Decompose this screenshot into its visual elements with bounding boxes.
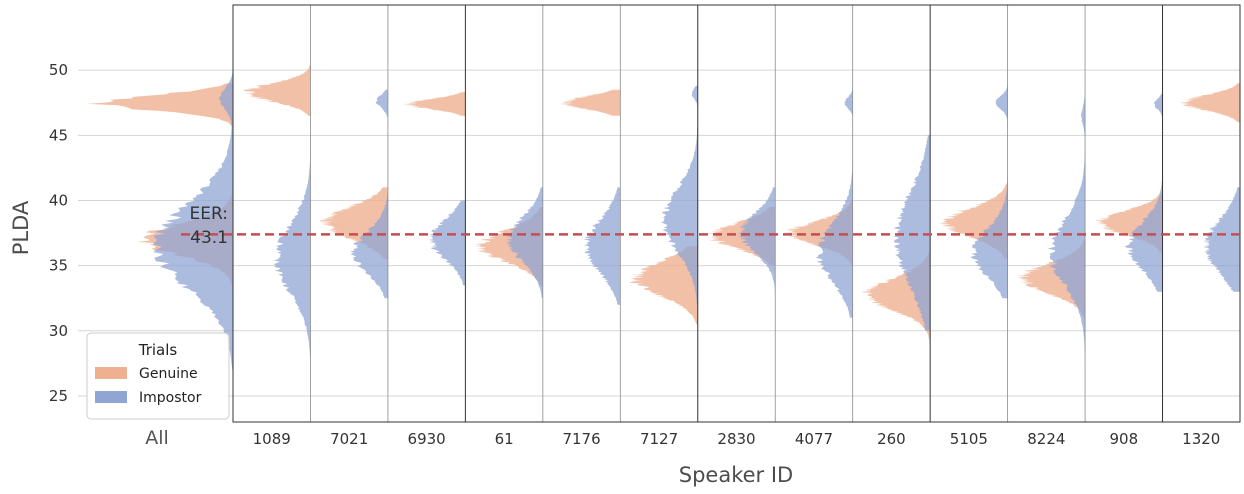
speaker-impostor-violin — [1203, 187, 1240, 292]
y-tick-label: 25 — [49, 387, 68, 405]
x-axis-title: Speaker ID — [679, 463, 793, 487]
speaker-genuine-violin — [242, 50, 311, 116]
x-tick-label: 7127 — [640, 430, 678, 448]
eer-label-line1: EER: — [190, 204, 229, 224]
panel-dividers — [310, 5, 1164, 422]
legend-title: Trials — [138, 341, 178, 359]
x-tick-label: 7176 — [562, 430, 600, 448]
legend-swatch-genuine — [95, 367, 127, 379]
x-tick-label: 908 — [1109, 430, 1138, 448]
y-tick-label: 35 — [49, 257, 68, 275]
x-tick-label: 1320 — [1182, 430, 1220, 448]
speaker-genuine-violin — [560, 89, 621, 116]
x-tick-label: 5105 — [950, 430, 988, 448]
speaker-impostor-violin — [350, 89, 388, 299]
speaker-impostor-violin — [1047, 93, 1086, 383]
x-tick-label: 6930 — [408, 430, 446, 448]
x-tick-label: 7021 — [330, 430, 368, 448]
speaker-genuine-violin — [1178, 83, 1240, 123]
y-tick-labels: 25 30 35 40 45 50 — [49, 61, 68, 405]
speaker-impostor-violin — [273, 135, 311, 357]
speaker-impostor-violin — [505, 187, 543, 299]
speaker-genuine-violin — [629, 246, 698, 325]
speaker-impostor-violin — [970, 83, 1008, 299]
speaker-impostor-violin — [737, 187, 776, 305]
y-tick-label: 45 — [49, 126, 68, 144]
legend-swatch-impostor — [95, 391, 127, 403]
violins — [87, 50, 1240, 383]
speaker-impostor-violin — [815, 85, 853, 318]
x-tick-labels: 1089 7021 6930 61 7176 7127 2830 4077 260 5105 822… — [253, 430, 1221, 448]
x-tick-label: 4077 — [795, 430, 833, 448]
speaker-impostor-violin — [583, 187, 621, 305]
x-tick-label: 260 — [877, 430, 906, 448]
y-tick-label: 40 — [49, 191, 68, 209]
legend-label-impostor: Impostor — [139, 390, 202, 406]
speaker-genuine-violin — [403, 92, 466, 116]
x-tick-label: 2830 — [717, 430, 755, 448]
speaker-impostor-violin — [1124, 93, 1163, 292]
all-impostor-violin — [153, 57, 233, 370]
plot-frame — [232, 4, 1241, 423]
y-tick-label: 30 — [49, 322, 68, 340]
x-tick-label: 8224 — [1027, 430, 1065, 448]
legend: Trials Genuine Impostor — [86, 332, 230, 420]
x-tick-label: 61 — [495, 430, 514, 448]
x-tick-label: 1089 — [253, 430, 291, 448]
speaker-impostor-violin — [428, 200, 466, 286]
eer-label-value: 43.1 — [190, 228, 228, 248]
y-axis-title: PLDA — [9, 200, 33, 255]
speaker-impostor-violin — [893, 135, 931, 331]
legend-label-genuine: Genuine — [139, 366, 198, 382]
overall-label: All — [145, 427, 169, 449]
speaker-impostor-violin — [661, 85, 698, 305]
y-tick-label: 50 — [49, 61, 68, 79]
